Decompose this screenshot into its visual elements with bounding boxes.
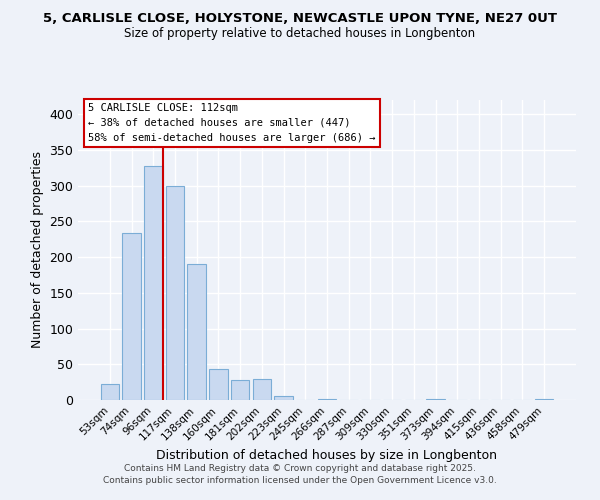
Text: 5 CARLISLE CLOSE: 112sqm
← 38% of detached houses are smaller (447)
58% of semi-: 5 CARLISLE CLOSE: 112sqm ← 38% of detach… <box>88 103 376 142</box>
Bar <box>209 368 227 400</box>
Bar <box>101 384 119 400</box>
Bar <box>231 380 250 400</box>
Text: Contains HM Land Registry data © Crown copyright and database right 2025.
Contai: Contains HM Land Registry data © Crown c… <box>103 464 497 485</box>
Bar <box>274 396 293 400</box>
Bar <box>318 398 336 400</box>
Bar <box>253 378 271 400</box>
Y-axis label: Number of detached properties: Number of detached properties <box>31 152 44 348</box>
X-axis label: Distribution of detached houses by size in Longbenton: Distribution of detached houses by size … <box>157 448 497 462</box>
Text: Size of property relative to detached houses in Longbenton: Size of property relative to detached ho… <box>124 28 476 40</box>
Text: 5, CARLISLE CLOSE, HOLYSTONE, NEWCASTLE UPON TYNE, NE27 0UT: 5, CARLISLE CLOSE, HOLYSTONE, NEWCASTLE … <box>43 12 557 26</box>
Bar <box>122 233 141 400</box>
Bar <box>144 166 163 400</box>
Bar <box>166 186 184 400</box>
Bar <box>187 264 206 400</box>
